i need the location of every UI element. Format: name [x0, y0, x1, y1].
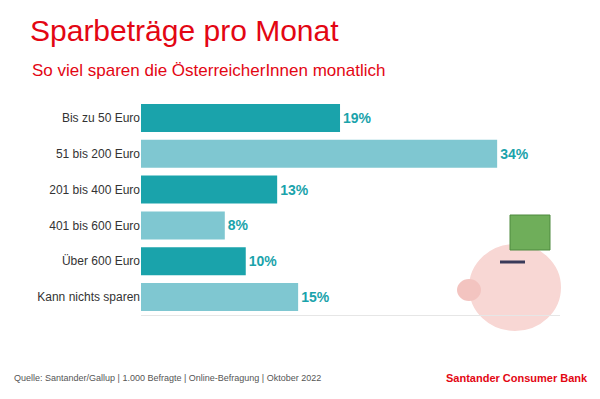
svg-text:10%: 10%	[249, 253, 278, 269]
svg-text:Über 600 Euro: Über 600 Euro	[62, 254, 140, 268]
svg-text:15%: 15%	[301, 289, 330, 305]
svg-text:201 bis 400 Euro: 201 bis 400 Euro	[49, 183, 140, 197]
svg-text:Sparbeträge pro Monat: Sparbeträge pro Monat	[30, 14, 339, 47]
svg-text:34%: 34%	[500, 146, 529, 162]
svg-text:So viel sparen die Österreiche: So viel sparen die ÖsterreicherInnen mon…	[32, 61, 385, 80]
svg-text:401 bis 600 Euro: 401 bis 600 Euro	[49, 219, 140, 233]
svg-text:13%: 13%	[280, 182, 309, 198]
svg-text:51 bis 200 Euro: 51 bis 200 Euro	[56, 147, 140, 161]
svg-text:8%: 8%	[228, 217, 249, 233]
svg-text:Quelle: Santander/Gallup | 1.0: Quelle: Santander/Gallup | 1.000 Befragt…	[14, 373, 321, 383]
svg-text:Bis zu 50 Euro: Bis zu 50 Euro	[62, 111, 140, 125]
svg-text:Santander Consumer Bank: Santander Consumer Bank	[446, 372, 588, 384]
svg-text:19%: 19%	[343, 110, 372, 126]
svg-text:Kann nichts sparen: Kann nichts sparen	[37, 290, 140, 304]
